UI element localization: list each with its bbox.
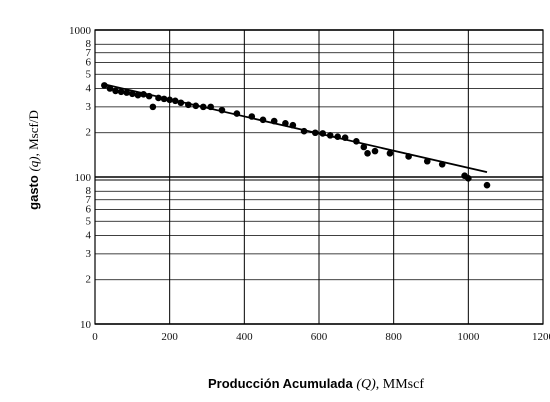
data-point [101, 82, 108, 89]
data-point [311, 129, 319, 137]
y-tick-label-minor: 4 [86, 82, 92, 94]
data-point [270, 117, 278, 125]
x-tick-label: 1200 [532, 331, 550, 343]
y-tick-label-minor: 2 [86, 127, 92, 139]
data-point [149, 103, 157, 111]
data-point [248, 113, 256, 120]
data-point [177, 99, 185, 107]
grid-lines [94, 29, 544, 325]
y-axis-label-text: gasto [26, 172, 41, 210]
data-point [364, 149, 371, 157]
data-point [300, 127, 308, 135]
data-point [371, 147, 379, 155]
data-point [405, 153, 412, 160]
data-point [185, 101, 192, 109]
data-points [101, 82, 491, 189]
x-axis-label-text: Producción Acumulada [208, 376, 356, 391]
data-point [386, 149, 394, 157]
data-point [112, 87, 119, 95]
data-point [160, 95, 168, 103]
x-tick-label: 800 [385, 331, 402, 343]
x-axis-label-unit: , MMscf [376, 377, 425, 392]
y-tick-label-minor: 6 [86, 57, 92, 69]
data-point [259, 116, 267, 124]
y-tick-label-minor: 5 [86, 215, 92, 227]
x-tick-labels: 0 200 400 600 800 1000 1200 [92, 331, 550, 343]
x-axis-label-symbol: (Q) [356, 377, 376, 392]
data-point [326, 132, 334, 139]
data-point [423, 157, 431, 165]
data-point [218, 106, 226, 114]
y-tick-label-minor: 5 [86, 68, 92, 80]
x-tick-label: 400 [236, 331, 253, 343]
data-point [233, 110, 241, 117]
y-axis-label: gasto (q), Mscf/D [26, 110, 41, 210]
y-tick-label-minor: 7 [86, 47, 92, 59]
data-point [199, 103, 207, 111]
x-tick-label: 0 [92, 331, 98, 343]
y-tick-label-minor: 3 [86, 248, 92, 260]
data-point [106, 85, 114, 92]
data-point [319, 130, 327, 137]
y-tick-label-major: 100 [75, 172, 92, 184]
y-tick-label-minor: 8 [86, 38, 92, 50]
y-tick-label-major: 10 [80, 319, 92, 331]
data-point [171, 97, 179, 105]
data-point [438, 161, 446, 168]
data-point [207, 103, 215, 111]
y-tick-label-major: 1000 [69, 25, 92, 37]
data-point [129, 90, 136, 98]
data-point [123, 89, 131, 96]
x-tick-label: 600 [311, 331, 328, 343]
data-point [155, 94, 162, 102]
y-axis-label-symbol: (q) [26, 156, 41, 171]
x-tick-label: 1000 [457, 331, 480, 343]
y-tick-label-minor: 8 [86, 185, 92, 197]
data-point [140, 91, 147, 98]
y-tick-label-minor: 4 [86, 229, 92, 241]
data-point [360, 143, 368, 151]
data-point [289, 121, 297, 129]
data-point [145, 92, 153, 100]
data-point [117, 88, 125, 96]
data-point [134, 91, 142, 99]
data-point [166, 96, 173, 104]
plot-area [94, 29, 544, 325]
x-tick-label: 200 [161, 331, 178, 343]
data-point [341, 134, 349, 142]
y-tick-label-minor: 6 [86, 204, 92, 216]
data-point [334, 133, 341, 140]
y-axis-label-unit: , Mscf/D [26, 110, 41, 156]
data-point [353, 137, 360, 145]
y-tick-label-minor: 7 [86, 194, 92, 206]
data-point [192, 102, 200, 110]
y-tick-label-minor: 2 [86, 274, 92, 286]
x-axis-label: Producción Acumulada (Q), MMscf [208, 376, 424, 392]
y-tick-label-minor: 3 [86, 101, 92, 113]
data-point [483, 181, 491, 189]
data-point [282, 119, 289, 127]
data-point [465, 174, 472, 182]
